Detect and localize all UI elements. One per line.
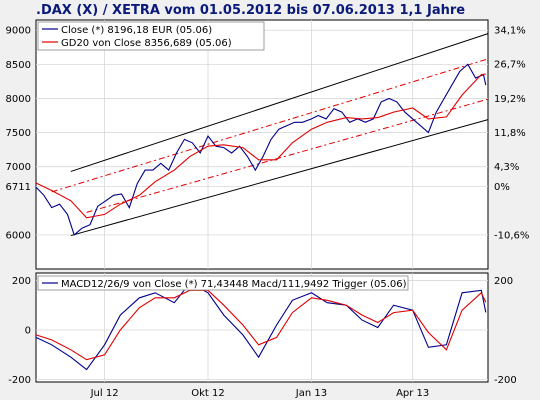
price-y-tick-right: 4,3% — [494, 162, 519, 173]
x-tick-label: Apr 13 — [396, 388, 429, 399]
macd-y-tick-left: 0 — [25, 325, 31, 336]
price-legend: Close (*) 8196,18 EUR (05.06) GD20 von C… — [37, 21, 265, 51]
macd-legend-label: MACD12/26/9 von Close (*) 71,43448 Macd/… — [61, 279, 407, 290]
price-y-tick-left: 8000 — [6, 94, 31, 105]
x-tick-label: Jul 12 — [90, 388, 119, 399]
price-y-tick-right: 19,2% — [494, 94, 526, 105]
price-grid — [36, 20, 488, 269]
channel-lower-line — [70, 119, 489, 237]
macd-y-tick-left: -200 — [8, 375, 31, 386]
chart-title: .DAX (X) / XETRA vom 01.05.2012 bis 07.0… — [36, 3, 465, 18]
price-y-tick-right: -10,6% — [494, 230, 529, 241]
price-legend-box — [37, 21, 265, 51]
trend-channel — [51, 33, 489, 237]
macd-y-axis-right: 200 -200 — [494, 276, 517, 386]
x-tick-label: Jan 13 — [295, 388, 327, 399]
close-series-line — [35, 63, 487, 236]
gd20-legend-label: GD20 von Close 8356,689 (05.06) — [61, 38, 232, 49]
gd20-series-line — [35, 73, 486, 219]
price-y-tick-right: 34,1% — [494, 26, 526, 37]
macd-y-tick-right: -200 — [494, 375, 517, 386]
price-y-tick-right: 26,7% — [494, 60, 526, 71]
price-y-tick-left: 9000 — [6, 26, 31, 37]
price-y-axis-left: 9000 8500 8000 7500 7000 6711 6000 — [6, 26, 31, 242]
channel-upper-line — [70, 33, 489, 172]
price-y-tick-left: 6711 — [6, 182, 31, 193]
macd-legend-box — [37, 275, 409, 291]
price-y-tick-left: 6000 — [6, 230, 31, 241]
price-y-tick-right: 0% — [494, 182, 510, 193]
close-legend-label: Close (*) 8196,18 EUR (05.06) — [61, 25, 212, 36]
macd-series — [35, 282, 487, 371]
price-y-tick-left: 7500 — [6, 128, 31, 139]
price-series — [35, 63, 487, 236]
macd-legend: MACD12/26/9 von Close (*) 71,43448 Macd/… — [37, 275, 409, 291]
macd-y-tick-right: 200 — [494, 276, 513, 287]
price-plot-area — [35, 19, 489, 270]
price-y-tick-right: 11,8% — [494, 128, 526, 139]
macd-y-axis-left: 200 0 -200 — [8, 276, 31, 386]
macd-y-tick-left: 200 — [12, 276, 31, 287]
price-y-tick-left: 7000 — [6, 162, 31, 173]
x-tick-label: Okt 12 — [191, 388, 225, 399]
channel-mid-upper-line — [51, 58, 489, 193]
trigger-series-line — [35, 289, 487, 361]
price-y-axis-right: 34,1% 26,7% 19,2% 11,8% 4,3% 0% -10,6% — [494, 26, 529, 242]
x-axis: Jul 12 Okt 12 Jan 13 Apr 13 — [90, 388, 430, 399]
price-y-tick-left: 8500 — [6, 60, 31, 71]
